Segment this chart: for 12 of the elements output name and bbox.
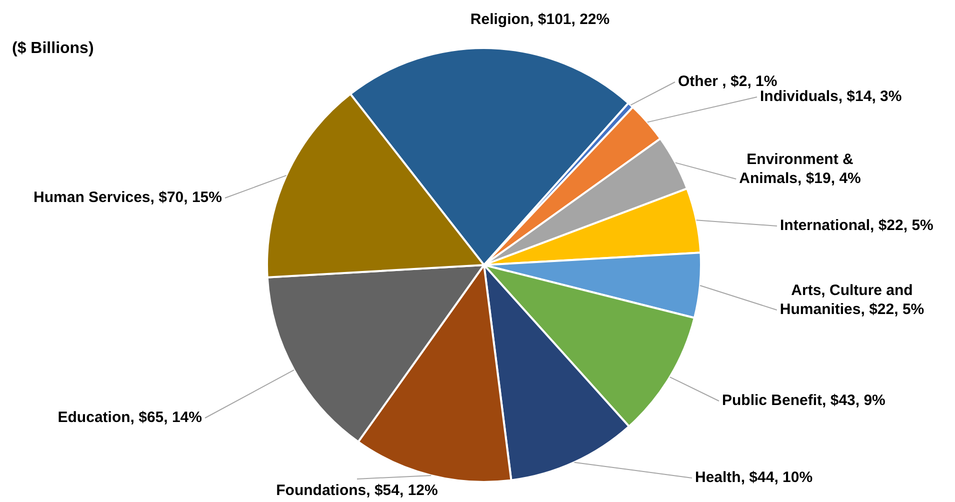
slice-label: International, $22, 5% bbox=[780, 217, 934, 234]
slice-label: Human Services, $70, 15% bbox=[34, 189, 222, 206]
slice-label: Religion, $101, 22% bbox=[470, 11, 610, 28]
slice-label: Other , $2, 1% bbox=[678, 73, 778, 90]
text: ($ Billions) bbox=[12, 40, 94, 58]
slice-label: Health, $44, 10% bbox=[695, 469, 813, 486]
slice-label: Environment & Animals, $19, 4% bbox=[739, 151, 861, 188]
slice-label: Public Benefit, $43, 9% bbox=[722, 392, 886, 410]
slice-label: Education, $65, 14% bbox=[58, 409, 202, 426]
slice-label: Arts, Culture and Humanities, $22, 5% bbox=[780, 282, 924, 318]
slice-label: Foundations, $54, 12% bbox=[276, 482, 438, 500]
slice-label: Individuals, $14, 3% bbox=[760, 88, 902, 106]
